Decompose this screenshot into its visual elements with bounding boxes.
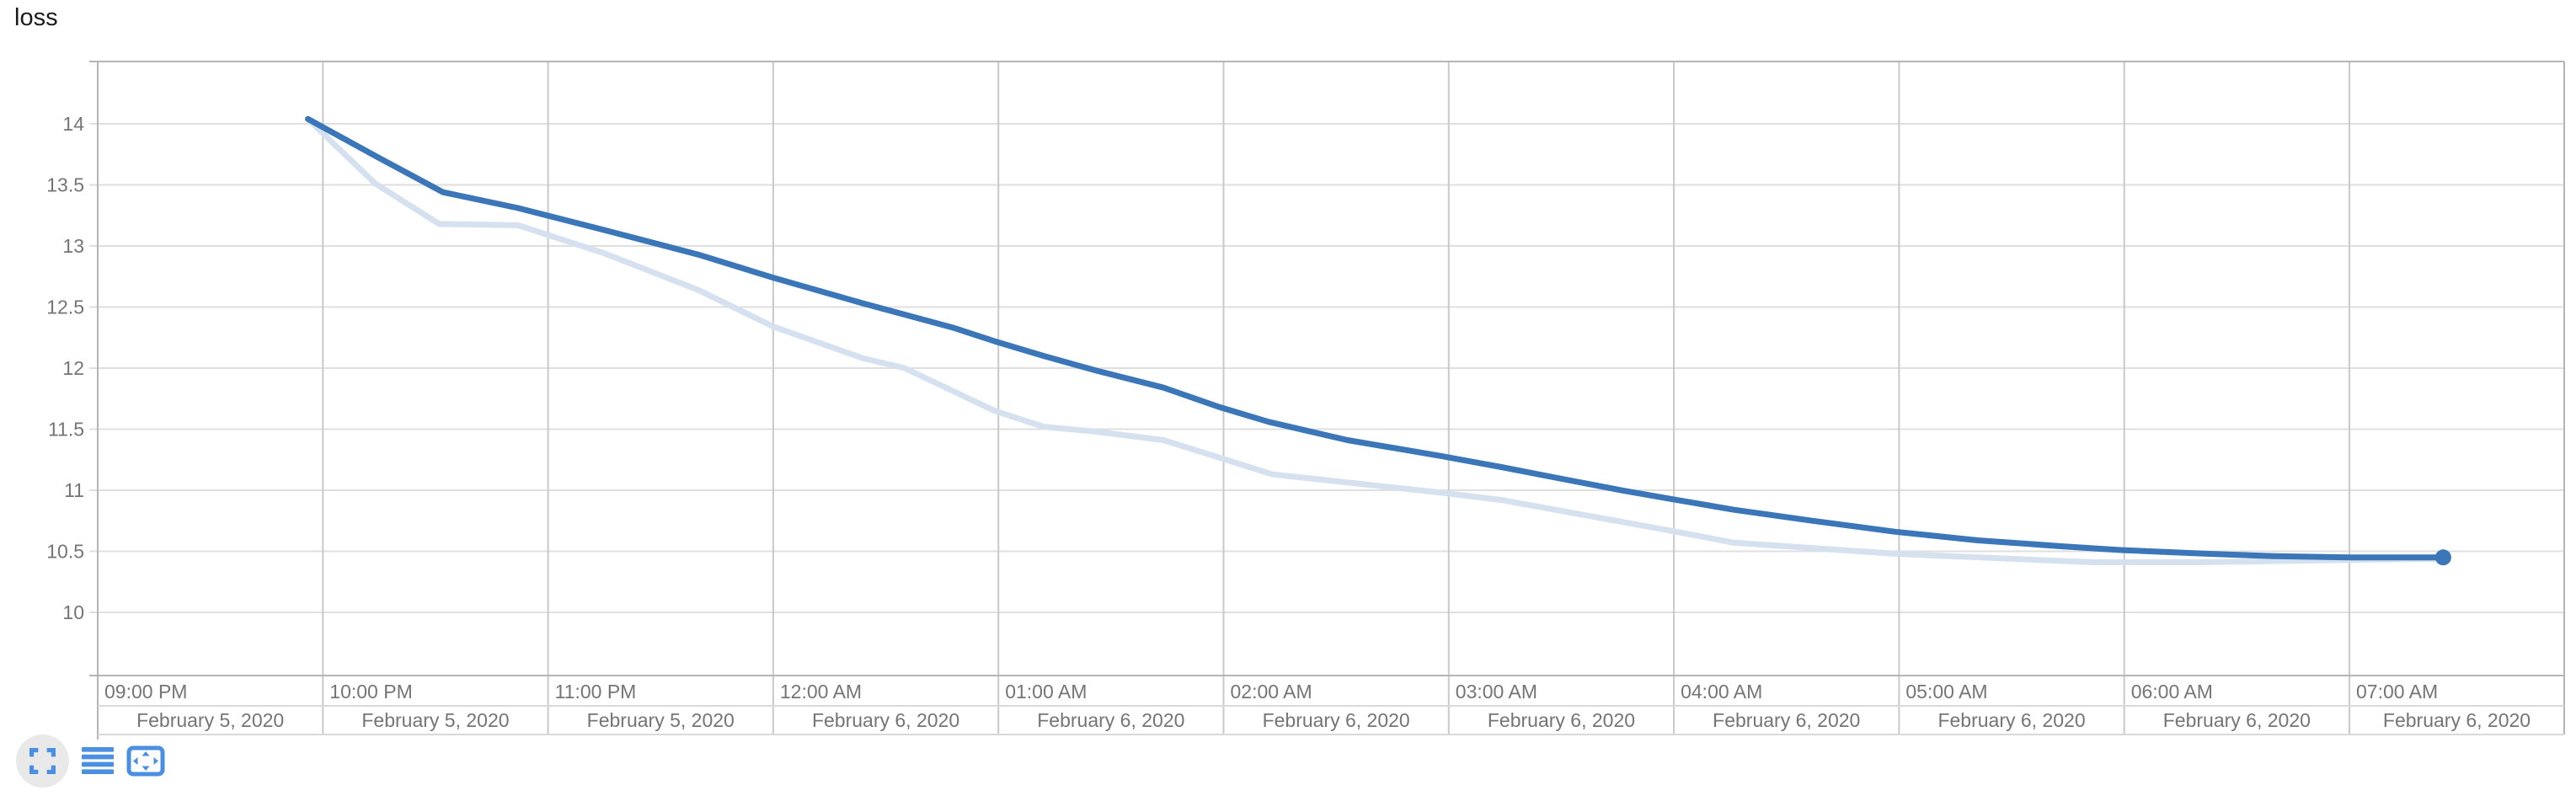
x-tick-date-label: February 5, 2020: [587, 709, 735, 731]
fit-domain-to-data-icon[interactable]: [126, 745, 165, 777]
y-tick-label: 11.5: [48, 419, 84, 441]
fullscreen-expand-icon[interactable]: [16, 734, 69, 788]
x-tick-time-label: 04:00 AM: [1681, 681, 1762, 702]
x-tick-date-label: February 5, 2020: [361, 709, 509, 731]
x-tick-date-label: February 6, 2020: [2383, 709, 2531, 731]
y-tick-label: 13: [62, 235, 84, 257]
last-point-marker: [2434, 549, 2451, 566]
smoothed-loss-line: [305, 115, 2446, 561]
raw-loss-line: [305, 115, 2446, 565]
fit-domain-glyph: [126, 745, 165, 776]
x-tick-date-label: February 6, 2020: [812, 709, 959, 731]
x-tick-date-label: February 6, 2020: [1937, 709, 2085, 731]
x-tick-time-label: 03:00 AM: [1456, 681, 1537, 702]
x-tick-time-label: 11:00 PM: [555, 681, 637, 702]
y-tick-label: 12: [62, 357, 84, 379]
y-tick-label: 13.5: [46, 174, 84, 196]
horizontal-bars-glyph: [82, 747, 114, 774]
horizontal-bars-icon[interactable]: [82, 747, 114, 774]
x-tick-time-label: 12:00 AM: [780, 681, 862, 702]
x-tick-time-label: 09:00 PM: [104, 681, 187, 702]
x-tick-date-label: February 6, 2020: [1713, 709, 1860, 731]
x-tick-time-label: 10:00 PM: [329, 681, 412, 702]
fullscreen-expand-glyph: [29, 747, 56, 774]
y-tick-label: 10.5: [46, 541, 84, 563]
x-tick-date-label: February 5, 2020: [136, 709, 284, 731]
y-tick-label: 11: [64, 479, 84, 501]
x-tick-date-label: February 6, 2020: [2163, 709, 2311, 731]
x-tick-date-label: February 6, 2020: [1488, 709, 1635, 731]
x-tick-time-label: 02:00 AM: [1231, 681, 1312, 702]
y-tick-label: 12.5: [46, 296, 84, 318]
x-tick-time-label: 05:00 AM: [1905, 681, 1987, 702]
x-tick-time-label: 07:00 AM: [2356, 681, 2438, 702]
x-tick-time-label: 06:00 AM: [2131, 681, 2213, 702]
y-tick-label: 10: [62, 601, 84, 623]
chart-toolbar: [16, 734, 165, 788]
x-tick-date-label: February 6, 2020: [1037, 709, 1184, 731]
page-title: loss: [14, 4, 58, 31]
x-tick-time-label: 01:00 AM: [1005, 681, 1087, 702]
y-tick-label: 14: [62, 113, 84, 135]
x-tick-date-label: February 6, 2020: [1263, 709, 1410, 731]
